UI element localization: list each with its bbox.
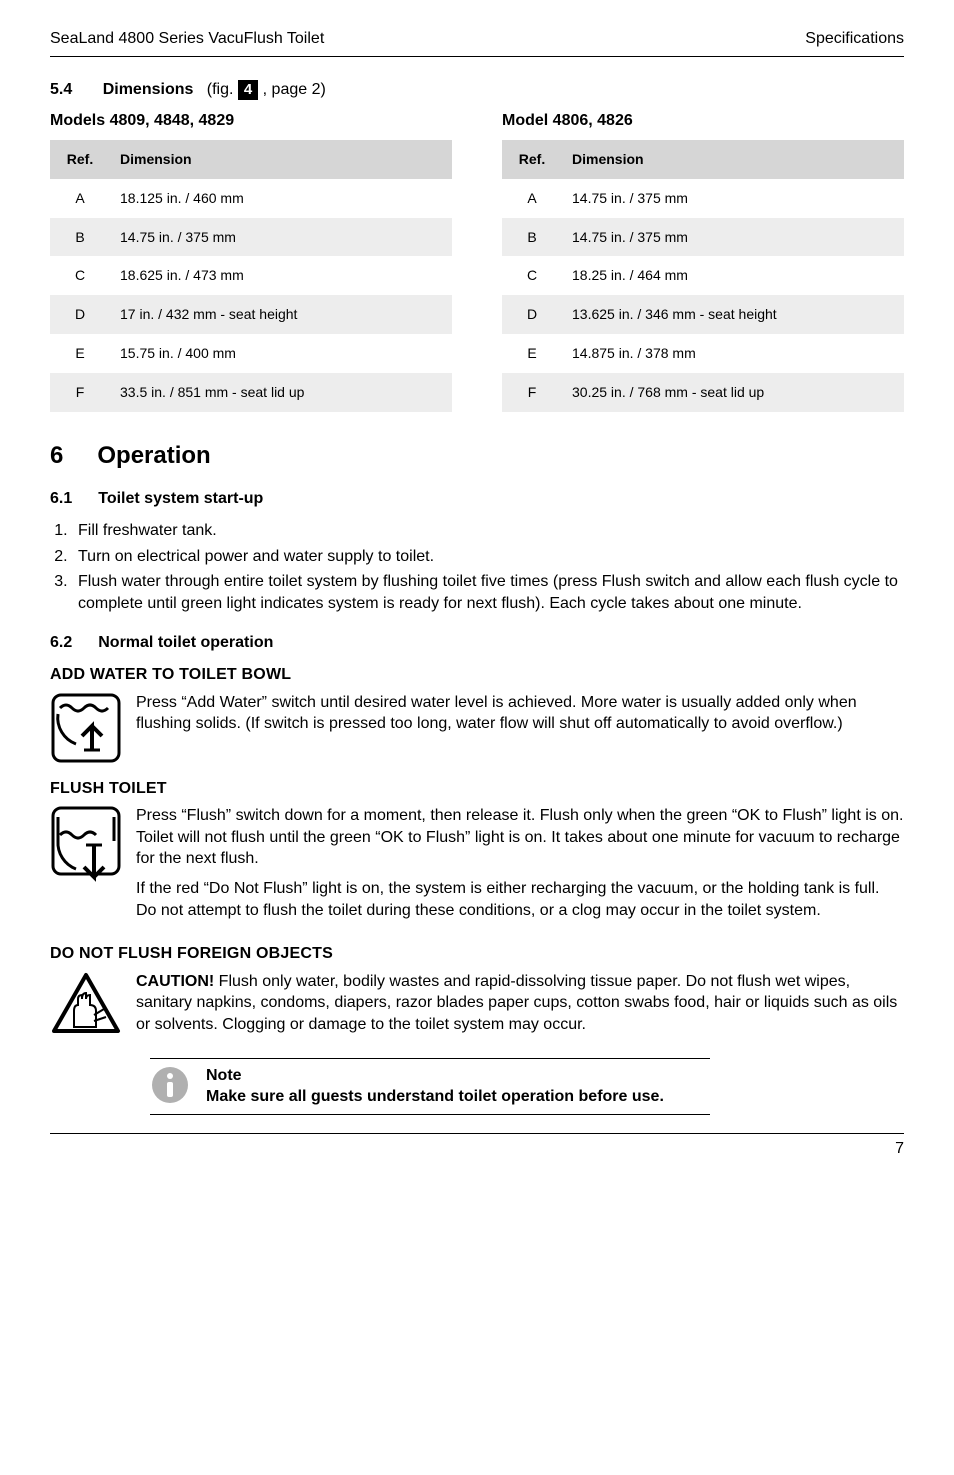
add-water-block: Press “Add Water” switch until desired w… [50,692,904,764]
add-water-paragraph: Press “Add Water” switch until desired w… [136,692,904,735]
fig-prefix: (fig. [207,81,234,98]
ref-cell: C [50,256,110,295]
list-item: Fill freshwater tank. [72,520,904,542]
section-6-2-title: Normal toilet operation [98,634,273,651]
table-row: A14.75 in. / 375 mm [502,179,904,218]
dim-cell: 14.75 in. / 375 mm [110,218,452,257]
add-water-icon [50,692,122,764]
section-6-1-title: Toilet system start-up [98,490,263,507]
table-header-row: Ref. Dimension [502,140,904,179]
table-row: D17 in. / 432 mm - seat height [50,295,452,334]
startup-steps-list: Fill freshwater tank. Turn on electrical… [72,520,904,614]
list-item: Turn on electrical power and water suppl… [72,546,904,568]
note-block: Note Make sure all guests understand toi… [150,1058,710,1115]
dimension-tables-row: Models 4809, 4848, 4829 Ref. Dimension A… [50,110,904,412]
caution-block: CAUTION! Flush only water, bodily wastes… [50,971,904,1044]
table-row: D13.625 in. / 346 mm - seat height [502,295,904,334]
col-ref-header: Ref. [502,140,562,179]
flush-icon [50,805,122,893]
caution-paragraph: CAUTION! Flush only water, bodily wastes… [136,971,904,1036]
flush-text: Press “Flush” switch down for a moment, … [136,805,904,929]
dim-cell: 33.5 in. / 851 mm - seat lid up [110,373,452,412]
ref-cell: A [50,179,110,218]
note-text: Note Make sure all guests understand toi… [206,1065,664,1108]
dimension-table-left: Ref. Dimension A18.125 in. / 460 mm B14.… [50,140,452,412]
section-6-2-heading: 6.2 Normal toilet operation [50,632,904,654]
caution-label: CAUTION! [136,973,214,990]
table-row: F33.5 in. / 851 mm - seat lid up [50,373,452,412]
dim-cell: 18.25 in. / 464 mm [562,256,904,295]
flush-block: Press “Flush” switch down for a moment, … [50,805,904,929]
foreign-heading: DO NOT FLUSH FOREIGN OBJECTS [50,943,904,965]
page-number: 7 [50,1133,904,1160]
section-6-1-number: 6.1 [50,490,72,507]
note-label: Note [206,1065,664,1087]
add-water-heading: ADD WATER TO TOILET BOWL [50,664,904,686]
dim-cell: 17 in. / 432 mm - seat height [110,295,452,334]
caution-body: Flush only water, bodily wastes and rapi… [136,973,897,1033]
col-dim-header: Dimension [562,140,904,179]
table-row: F30.25 in. / 768 mm - seat lid up [502,373,904,412]
ref-cell: E [502,334,562,373]
caution-text: CAUTION! Flush only water, bodily wastes… [136,971,904,1044]
caution-icon [50,971,122,1043]
section-6-heading: 6 Operation [50,440,904,472]
section-5-4-title: Dimensions [103,81,194,98]
dim-cell: 14.75 in. / 375 mm [562,218,904,257]
ref-cell: B [50,218,110,257]
models-right-title: Model 4806, 4826 [502,110,904,132]
add-water-text: Press “Add Water” switch until desired w… [136,692,904,743]
ref-cell: E [50,334,110,373]
list-item: Flush water through entire toilet system… [72,571,904,614]
header-section: Specifications [805,28,904,50]
col-dim-header: Dimension [110,140,452,179]
section-6-title: Operation [97,442,210,469]
fig-suffix: , page 2) [263,81,326,98]
dimension-table-left-col: Models 4809, 4848, 4829 Ref. Dimension A… [50,110,452,412]
table-row: B14.75 in. / 375 mm [50,218,452,257]
section-6-1-heading: 6.1 Toilet system start-up [50,488,904,510]
ref-cell: D [502,295,562,334]
table-row: C18.625 in. / 473 mm [50,256,452,295]
table-header-row: Ref. Dimension [50,140,452,179]
col-ref-header: Ref. [50,140,110,179]
note-body: Make sure all guests understand toilet o… [206,1086,664,1108]
ref-cell: D [50,295,110,334]
section-5-4-heading: 5.4 Dimensions (fig. 4 , page 2) [50,79,904,101]
ref-cell: A [502,179,562,218]
dim-cell: 18.125 in. / 460 mm [110,179,452,218]
dimension-table-right: Ref. Dimension A14.75 in. / 375 mm B14.7… [502,140,904,412]
table-row: E14.875 in. / 378 mm [502,334,904,373]
table-row: B14.75 in. / 375 mm [502,218,904,257]
ref-cell: B [502,218,562,257]
flush-paragraph-2: If the red “Do Not Flush” light is on, t… [136,878,904,921]
header-product: SeaLand 4800 Series VacuFlush Toilet [50,28,324,50]
dim-cell: 14.875 in. / 378 mm [562,334,904,373]
ref-cell: F [50,373,110,412]
flush-paragraph-1: Press “Flush” switch down for a moment, … [136,805,904,870]
table-row: A18.125 in. / 460 mm [50,179,452,218]
ref-cell: C [502,256,562,295]
section-6-number: 6 [50,442,63,469]
dim-cell: 14.75 in. / 375 mm [562,179,904,218]
table-row: C18.25 in. / 464 mm [502,256,904,295]
dim-cell: 18.625 in. / 473 mm [110,256,452,295]
section-6-2-number: 6.2 [50,634,72,651]
models-left-title: Models 4809, 4848, 4829 [50,110,452,132]
table-row: E15.75 in. / 400 mm [50,334,452,373]
info-icon [150,1065,190,1105]
fig-number-badge: 4 [238,80,258,100]
dim-cell: 30.25 in. / 768 mm - seat lid up [562,373,904,412]
dimension-table-right-col: Model 4806, 4826 Ref. Dimension A14.75 i… [502,110,904,412]
section-5-4-number: 5.4 [50,81,72,98]
dim-cell: 15.75 in. / 400 mm [110,334,452,373]
page-header: SeaLand 4800 Series VacuFlush Toilet Spe… [50,28,904,57]
dim-cell: 13.625 in. / 346 mm - seat height [562,295,904,334]
flush-heading: FLUSH TOILET [50,778,904,800]
ref-cell: F [502,373,562,412]
